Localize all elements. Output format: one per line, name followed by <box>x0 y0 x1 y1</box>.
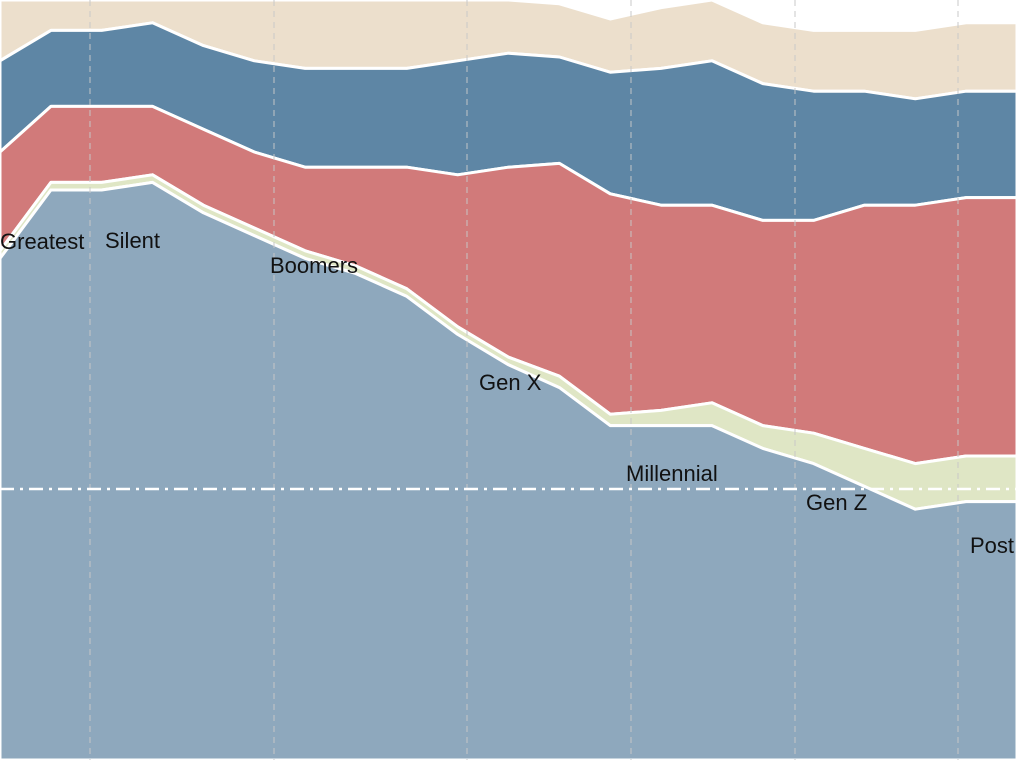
vertical-gridlines <box>89 0 959 760</box>
area-greatest <box>0 180 1017 760</box>
label-post: Post <box>970 533 1014 558</box>
label-boomers: Boomers <box>270 253 358 278</box>
label-millennial: Millennial <box>626 461 718 486</box>
label-gen-z: Gen Z <box>806 490 867 515</box>
series-labels: Greatest Silent Boomers Gen X Millennial… <box>0 228 1014 558</box>
label-greatest: Greatest <box>0 229 84 254</box>
label-silent: Silent <box>105 228 160 253</box>
label-gen-x: Gen X <box>479 370 542 395</box>
